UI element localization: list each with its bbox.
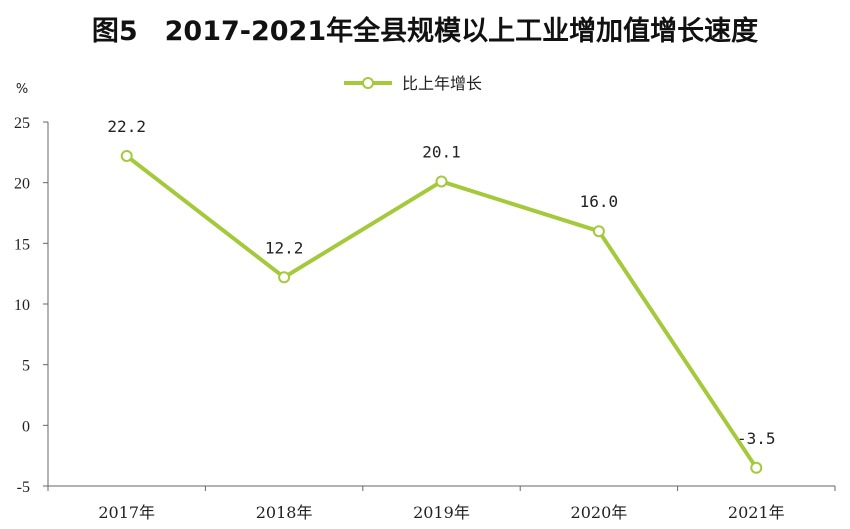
data-point — [750, 461, 763, 474]
chart-title: 图5 2017-2021年全县规模以上工业增加值增长速度 — [92, 15, 758, 47]
series-layer: 22.2 12.2 20.1 16.0 -3.5 — [107, 117, 776, 474]
data-label: 16.0 — [580, 192, 619, 211]
data-label: 12.2 — [265, 238, 304, 257]
data-label: -3.5 — [737, 429, 776, 448]
x-tick-label: 2020年 — [571, 503, 628, 522]
y-tick-label: 15 — [14, 236, 30, 253]
legend-marker — [362, 77, 374, 89]
y-tick-label: 5 — [22, 358, 30, 375]
legend: 比上年增长 — [344, 74, 482, 93]
data-point — [278, 271, 291, 284]
y-tick-label: -5 — [17, 479, 30, 496]
data-label: 22.2 — [107, 117, 146, 136]
legend-label: 比上年增长 — [402, 74, 482, 93]
x-tick-label: 2018年 — [256, 503, 313, 522]
y-tick-label: 25 — [14, 115, 30, 132]
y-tick-label: 0 — [22, 418, 30, 435]
x-tick-label: 2021年 — [728, 503, 785, 522]
x-axis-ticks: 2017年 2018年 2019年 2020年 2021年 — [47, 486, 836, 522]
x-tick-label: 2019年 — [413, 503, 470, 522]
series-line — [124, 153, 759, 470]
y-tick-label: 20 — [14, 176, 30, 193]
y-axis-ticks: 25 20 15 10 5 0 -5 — [14, 115, 48, 496]
data-point — [120, 149, 133, 162]
y-axis-unit: % — [16, 82, 28, 97]
data-point — [435, 175, 448, 188]
y-tick-label: 10 — [14, 297, 30, 314]
x-tick-label: 2017年 — [98, 503, 155, 522]
data-point — [592, 225, 605, 238]
data-label: 20.1 — [422, 142, 461, 161]
